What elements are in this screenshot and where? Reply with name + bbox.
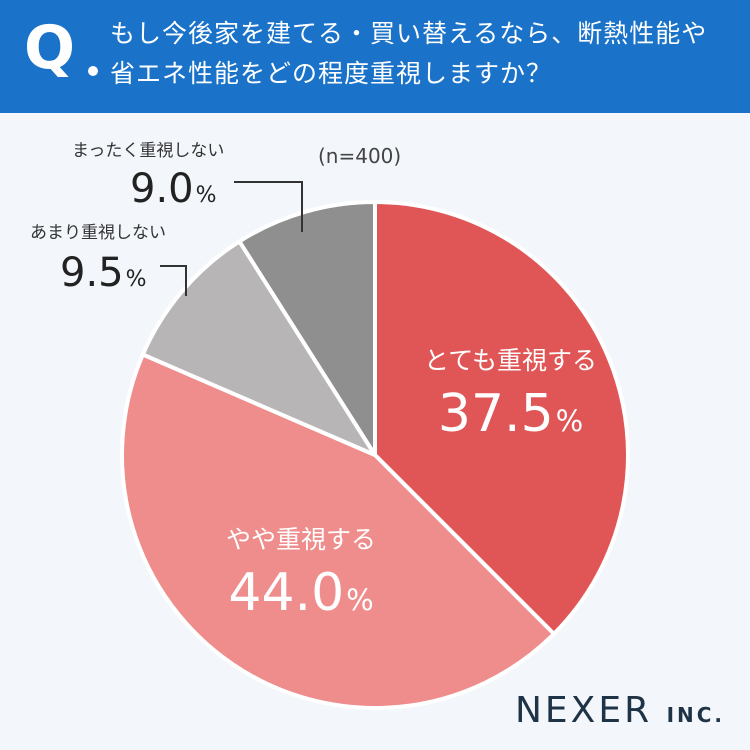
label-not-very-important: あまり重視しない xyxy=(30,223,166,243)
value-not-important-at-all: 9.0% xyxy=(130,166,217,212)
question-header: Q もし今後家を建てる・買い替えるなら、断熱性能や省エネ性能をどの程度重視します… xyxy=(0,0,750,113)
value-not-very-important-unit: % xyxy=(126,267,147,292)
value-not-very-important-number: 9.5 xyxy=(60,250,124,296)
brand-logo: NEXER INC. xyxy=(515,690,725,731)
value-somewhat-important: 44.0% xyxy=(228,563,373,623)
slice-somewhat-important xyxy=(120,352,556,710)
slice-very-important xyxy=(373,200,630,636)
value-somewhat-important-unit: % xyxy=(346,583,374,617)
value-not-important-at-all-number: 9.0 xyxy=(130,166,194,212)
question-text: もし今後家を建てる・買い替えるなら、断熱性能や省エネ性能をどの程度重視しますか？ xyxy=(110,19,708,88)
leader-line-not-important-at-all xyxy=(234,181,303,232)
value-not-important-at-all-unit: % xyxy=(196,183,217,208)
label-somewhat-important: やや重視する xyxy=(226,525,376,554)
value-very-important: 37.5% xyxy=(438,384,583,444)
value-very-important-number: 37.5 xyxy=(438,384,554,444)
sample-size: (n=400) xyxy=(318,144,402,168)
brand-name: NEXER xyxy=(515,690,653,731)
q-dot xyxy=(88,66,98,76)
value-very-important-unit: % xyxy=(556,404,584,438)
value-somewhat-important-number: 44.0 xyxy=(228,563,344,623)
label-very-important: とても重視する xyxy=(424,346,597,375)
brand-suffix: INC. xyxy=(666,703,726,727)
leader-line-not-very-important xyxy=(160,265,187,296)
q-symbol: Q xyxy=(24,13,76,83)
label-not-important-at-all: まったく重視しない xyxy=(72,141,224,161)
slice-not-very-important xyxy=(140,239,377,457)
value-not-very-important: 9.5% xyxy=(60,250,147,296)
slice-not-important-at-all xyxy=(237,200,377,457)
